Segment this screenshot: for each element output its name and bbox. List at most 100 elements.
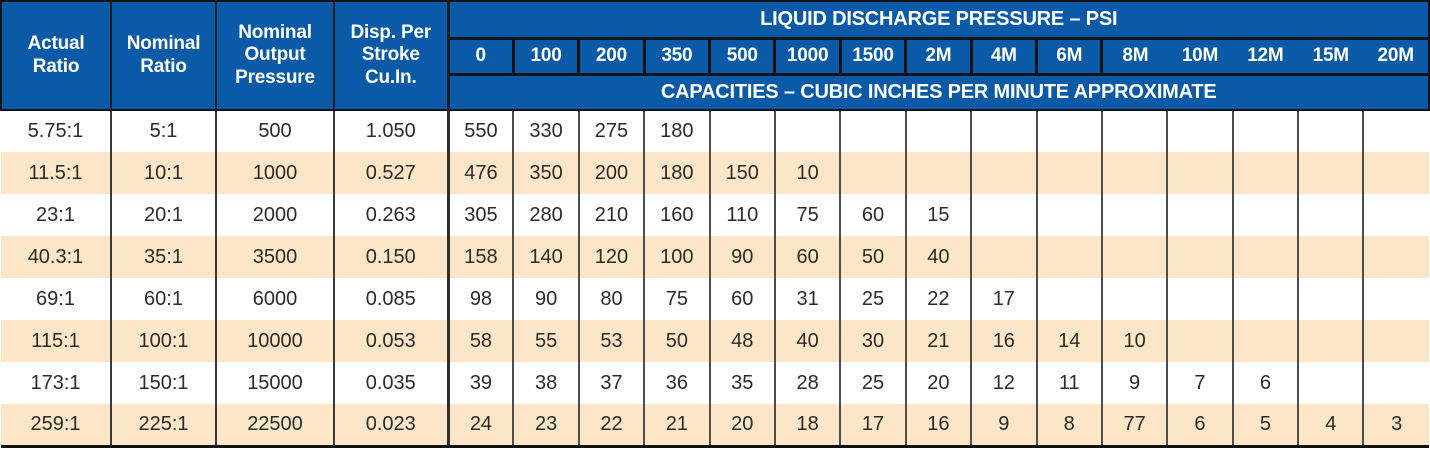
capacity-cell: 24: [448, 404, 515, 448]
capacity-cell: 10: [1101, 320, 1169, 362]
capacity-cell: 58: [448, 320, 515, 362]
table-row: 11.5:1 10:1 1000 0.527 476 350 200 180 150 10: [1, 152, 1429, 194]
capacity-cell: [1298, 362, 1365, 404]
capacity-cell: 18: [774, 404, 842, 448]
nominal-ratio-cell: 35:1: [111, 236, 217, 278]
capacity-cell: [1101, 278, 1169, 320]
capacity-cell: [1363, 194, 1429, 236]
capacity-cell: 21: [644, 404, 711, 448]
table-body: 5.75:1 5:1 500 1.050 550 330 275 180 11.5:1 10:1 1…: [1, 110, 1429, 448]
capacity-cell: [1036, 110, 1103, 152]
capacities-header: CAPACITIES – CUBIC INCHES PER MINUTE APP…: [448, 74, 1430, 111]
capacity-cell: 550: [448, 110, 515, 152]
capacity-cell: [1363, 362, 1429, 404]
actual-ratio-cell: 5.75:1: [1, 110, 112, 152]
capacity-cell: [1232, 152, 1300, 194]
table-row: 69:1 60:1 6000 0.085 98 90 80 75 60 31 25 22 17: [1, 278, 1429, 320]
capacity-cell: 180: [644, 152, 711, 194]
capacity-cell: [1101, 194, 1169, 236]
nominal-output-pressure-cell: 500: [216, 110, 335, 152]
capacity-cell: 280: [513, 194, 580, 236]
capacities-header-row: CAPACITIES – CUBIC INCHES PER MINUTE APP…: [1, 74, 1430, 111]
pressure-col-header: 500: [708, 38, 775, 76]
capacity-cell: 50: [840, 236, 907, 278]
actual-ratio-cell: 69:1: [1, 278, 112, 320]
table-row: 23:1 20:1 2000 0.263 305 280 210 160 110 75 60 15: [1, 194, 1429, 236]
capacity-cell: [1101, 110, 1169, 152]
capacity-cell: [971, 236, 1038, 278]
capacity-cell: [1036, 278, 1103, 320]
capacity-cell: 35: [709, 362, 776, 404]
capacity-cell: 180: [644, 110, 711, 152]
capacity-cell: [1363, 110, 1429, 152]
actual-ratio-cell: 40.3:1: [1, 236, 112, 278]
capacity-cell: 38: [513, 362, 580, 404]
capacity-cell: 16: [905, 404, 973, 448]
capacity-cell: 16: [971, 320, 1038, 362]
table-row: 40.3:1 35:1 3500 0.150 158 140 120 100 90 60 50 40: [1, 236, 1429, 278]
capacity-cell: 9: [1101, 362, 1169, 404]
nominal-ratio-cell: 60:1: [111, 278, 217, 320]
nominal-output-pressure-cell: 15000: [216, 362, 335, 404]
capacity-cell: 22: [578, 404, 646, 448]
capacity-cell: 60: [709, 278, 776, 320]
actual-ratio-cell: 115:1: [1, 320, 112, 362]
disp-per-stroke-cell: 0.053: [334, 320, 450, 362]
table-header: Actual Ratio Nominal Ratio Nominal Outpu…: [0, 0, 1430, 111]
capacity-cell: 30: [840, 320, 907, 362]
disp-per-stroke-cell: 1.050: [334, 110, 450, 152]
capacity-cell: [1167, 194, 1234, 236]
actual-ratio-cell: 173:1: [1, 362, 112, 404]
capacity-cell: [1363, 152, 1429, 194]
disp-per-stroke-cell: 0.527: [334, 152, 450, 194]
capacity-cell: 75: [774, 194, 842, 236]
table-row: 115:1 100:1 10000 0.053 58 55 53 50 48 40 30 21 16 14…: [1, 320, 1429, 362]
capacity-cell: [1101, 152, 1169, 194]
actual-ratio-cell: 23:1: [1, 194, 112, 236]
capacity-cell: [1298, 110, 1365, 152]
nominal-output-pressure-cell: 22500: [216, 404, 335, 448]
capacity-cell: [774, 110, 842, 152]
capacity-cell: [1101, 236, 1169, 278]
capacity-cell: 25: [840, 278, 907, 320]
capacity-cell: 110: [709, 194, 776, 236]
capacity-cell: 4: [1298, 404, 1365, 448]
table-row: 259:1 225:1 22500 0.023 24 23 22 21 20 18 17 16 9 8 77…: [1, 404, 1429, 448]
capacity-cell: 21: [905, 320, 973, 362]
capacity-cell: [1298, 278, 1365, 320]
capacity-cell: 28: [774, 362, 842, 404]
capacity-cell: 12: [971, 362, 1038, 404]
disp-per-stroke-cell: 0.035: [334, 362, 450, 404]
capacity-cell: 17: [840, 404, 907, 448]
capacity-cell: 275: [578, 110, 646, 152]
pressure-col-header: 200: [577, 38, 645, 76]
capacity-cell: [1036, 236, 1103, 278]
actual-ratio-cell: 259:1: [1, 404, 112, 448]
nominal-output-pressure-cell: 2000: [216, 194, 335, 236]
capacity-cell: 210: [578, 194, 646, 236]
capacity-cell: 120: [578, 236, 646, 278]
capacity-cell: 80: [578, 278, 646, 320]
capacity-cell: 17: [971, 278, 1038, 320]
capacity-cell: 11: [1036, 362, 1103, 404]
capacity-cell: 48: [709, 320, 776, 362]
capacity-cell: 6: [1232, 362, 1300, 404]
col-header-nominal-output-pressure: Nominal Output Pressure: [216, 0, 335, 111]
capacity-cell: 37: [578, 362, 646, 404]
capacity-cell: 8: [1036, 404, 1103, 448]
capacity-cell: 60: [774, 236, 842, 278]
capacity-cell: 90: [513, 278, 580, 320]
disp-per-stroke-cell: 0.150: [334, 236, 450, 278]
pressure-col-header: 10M: [1167, 38, 1233, 76]
capacity-cell: 15: [905, 194, 973, 236]
nominal-ratio-cell: 100:1: [111, 320, 217, 362]
col-header-actual-ratio: Actual Ratio: [0, 0, 112, 111]
capacity-cell: [1167, 152, 1234, 194]
nominal-output-pressure-cell: 10000: [216, 320, 335, 362]
pressure-col-header: 1500: [838, 38, 906, 76]
capacity-cell: 150: [709, 152, 776, 194]
capacity-cell: [840, 110, 907, 152]
pressure-col-header: 4M: [969, 38, 1037, 76]
header-row-top: Actual Ratio Nominal Ratio Nominal Outpu…: [0, 0, 1430, 111]
